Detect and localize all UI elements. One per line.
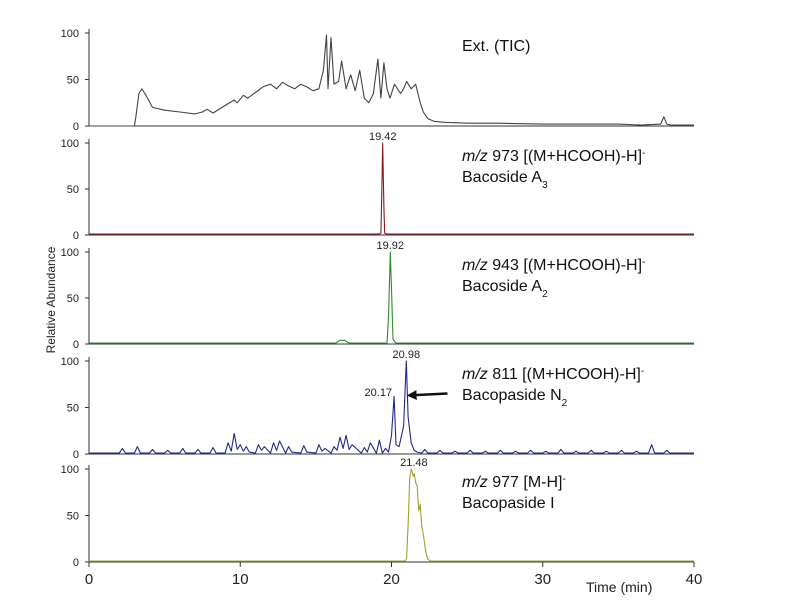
x-tick-label: 20 <box>383 571 400 588</box>
peak-label: 21.48 <box>400 457 428 469</box>
y-tick-label: 0 <box>73 449 79 461</box>
x-tick-label: 10 <box>232 571 249 588</box>
panel-label-part: 2 <box>562 398 568 409</box>
panel-label-part: 811 [(M+HCOOH)-H] <box>488 366 641 383</box>
peak-label: 19.42 <box>369 131 397 143</box>
y-tick-label: 50 <box>67 511 79 523</box>
panel-4: 0 50 100 20.17 20.98 m/z 811 [(M+HCOOH)-H]- Ba… <box>61 349 694 461</box>
x-tick-label: 30 <box>534 571 551 588</box>
y-tick-label: 50 <box>67 75 79 87</box>
y-tick-label: 100 <box>61 247 79 259</box>
y-tick-label: 0 <box>73 339 79 351</box>
panel-label-part: Bacoside A <box>462 169 542 186</box>
series-line-3 <box>89 251 694 344</box>
panel-label-part: - <box>641 366 644 377</box>
y-tick-label: 0 <box>73 230 79 242</box>
panel-label-part: m/z <box>462 257 488 274</box>
panel-label-line: Bacopaside N2 <box>462 387 568 409</box>
series-line-4 <box>89 360 694 454</box>
series-line-1 <box>89 34 694 127</box>
x-axis: 0 10 20 30 40 <box>85 562 703 588</box>
series-line-2 <box>89 142 694 235</box>
peak-label: 20.17 <box>365 387 393 399</box>
panel-1: 0 50 100 Ext. (TIC) <box>61 28 694 133</box>
y-tick-label: 100 <box>61 464 79 476</box>
panel-label-line: Bacoside A3 <box>462 169 548 191</box>
panel-label-part: - <box>562 474 565 485</box>
panel-label-part: Ext. (TIC) <box>462 38 530 55</box>
panel-label-part: 973 [(M+HCOOH)-H] <box>488 148 642 165</box>
panel-2: 0 50 100 19.42 m/z 973 [(M+HCOOH)-H]- Bacosid… <box>61 131 694 242</box>
y-tick-label: 100 <box>61 28 79 40</box>
y-tick-label: 100 <box>61 138 79 150</box>
x-tick-label: 0 <box>85 571 93 588</box>
panel-label-part: Bacopaside N <box>462 387 562 404</box>
y-axis-label: Relative Abundance <box>44 246 58 353</box>
annotation-arrow <box>406 390 448 401</box>
x-axis-label: Time (min) <box>586 579 652 595</box>
peak-label: 19.92 <box>377 240 405 252</box>
y-tick-label: 50 <box>67 403 79 415</box>
y-tick-label: 0 <box>73 121 79 133</box>
x-tick-label: 40 <box>686 571 703 588</box>
panel-label-part: Bacoside A <box>462 278 542 295</box>
panel-label-part: Bacopaside I <box>462 495 555 512</box>
panel-label-part: m/z <box>462 474 488 491</box>
panel-label-line: Bacopaside I <box>462 495 555 512</box>
panel-label-part: 977 [M-H] <box>488 474 563 491</box>
panel-label-part: m/z <box>462 366 488 383</box>
panel-label-line: m/z 977 [M-H]- <box>462 474 566 492</box>
panel-label-line: m/z 811 [(M+HCOOH)-H]- <box>462 366 644 384</box>
panels-group: 0 50 100 Ext. (TIC) 0 50 100 19.42 m/z 973 [(M+H… <box>61 28 694 569</box>
panel-label-line: m/z 943 [(M+HCOOH)-H]- <box>462 257 645 275</box>
panel-label-part: 3 <box>542 180 548 191</box>
panel-label-part: - <box>642 257 645 268</box>
panel-label-part: m/z <box>462 148 488 165</box>
peak-label: 20.98 <box>393 349 421 361</box>
y-tick-label: 0 <box>73 557 79 569</box>
y-tick-label: 50 <box>67 184 79 196</box>
panel-label-line: Bacoside A2 <box>462 278 548 300</box>
y-tick-label: 50 <box>67 293 79 305</box>
panel-label-line: m/z 973 [(M+HCOOH)-H]- <box>462 148 645 166</box>
panel-label-part: 943 [(M+HCOOH)-H] <box>488 257 642 274</box>
panel-label-part: - <box>642 148 645 159</box>
panel-label-line: Ext. (TIC) <box>462 38 530 55</box>
panel-3: 0 50 100 19.92 m/z 943 [(M+HCOOH)-H]- Bacosid… <box>61 240 694 351</box>
y-tick-label: 100 <box>61 356 79 368</box>
series-line-5 <box>89 468 694 562</box>
panel-label-part: 2 <box>542 289 548 300</box>
